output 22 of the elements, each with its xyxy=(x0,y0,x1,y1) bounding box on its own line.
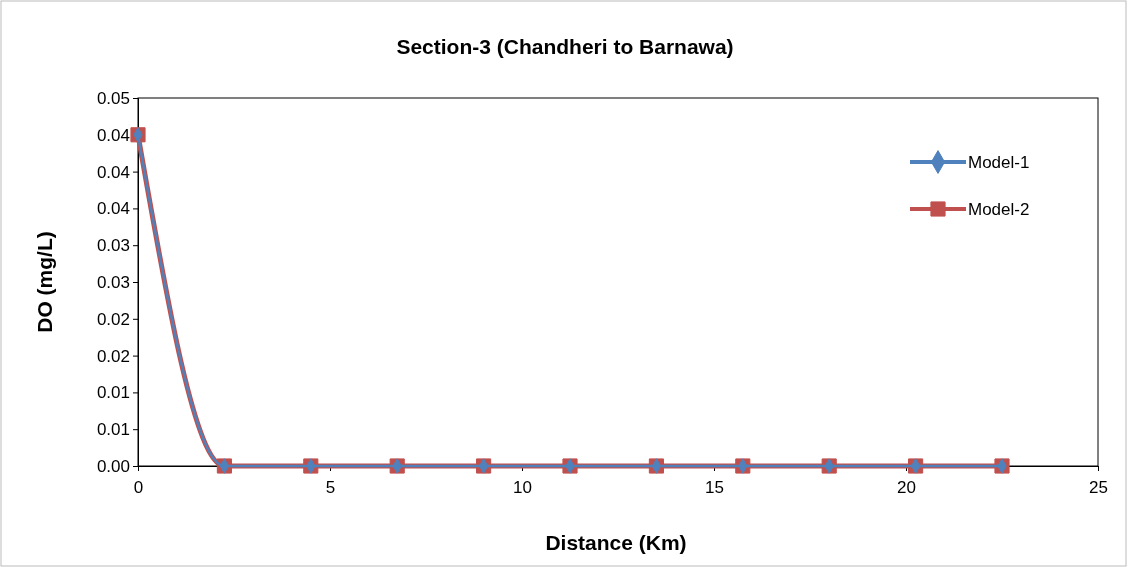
chart-title: Section-3 (Chandheri to Barnawa) xyxy=(396,35,734,58)
y-axis-title: DO (mg/L) xyxy=(33,231,56,333)
y-tick-label: 0.05 xyxy=(96,88,130,108)
x-tick-label: 20 xyxy=(897,477,916,497)
x-axis-title: Distance (Km) xyxy=(545,531,687,554)
legend-label: Model-2 xyxy=(968,200,1030,219)
x-tick-label: 10 xyxy=(513,477,532,497)
y-tick-label: 0.01 xyxy=(96,383,130,403)
x-tick-label: 25 xyxy=(1089,477,1108,497)
y-tick-label: 0.04 xyxy=(96,199,130,219)
x-tick-label: 15 xyxy=(705,477,724,497)
x-tick-label: 5 xyxy=(325,477,336,497)
y-tick-label: 0.03 xyxy=(96,236,130,256)
y-tick-label: 0.02 xyxy=(96,346,130,366)
y-tick-label: 0.04 xyxy=(96,125,130,145)
y-tick-label: 0.04 xyxy=(96,162,130,182)
x-tick-label: 0 xyxy=(133,477,144,497)
y-tick-label: 0.02 xyxy=(96,309,130,329)
legend-label: Model-1 xyxy=(968,153,1030,172)
y-tick-label: 0.01 xyxy=(96,420,130,440)
y-tick-label: 0.00 xyxy=(96,456,130,476)
y-tick-label: 0.03 xyxy=(96,272,130,292)
